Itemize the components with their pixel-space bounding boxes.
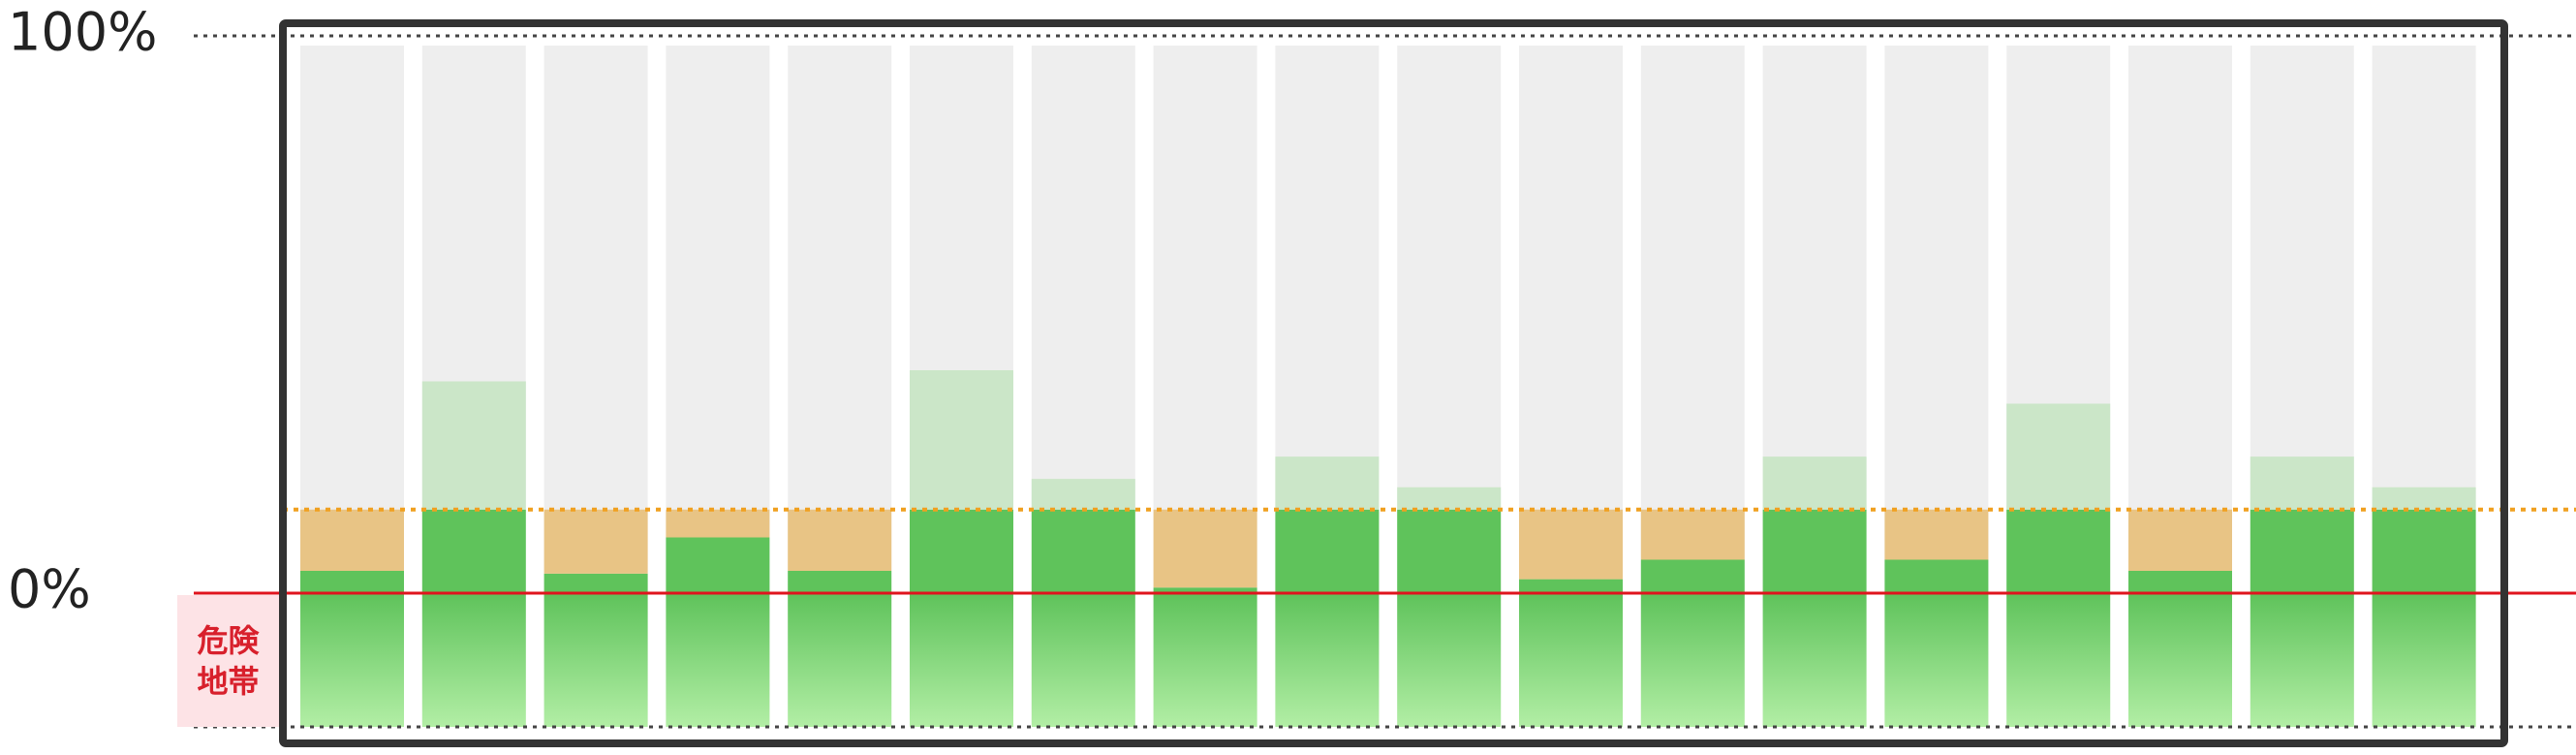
bar [910,509,1013,727]
bar-below-threshold [666,509,770,538]
bar-above-threshold [1031,479,1135,510]
bar [1762,509,1867,727]
bar [300,571,404,727]
bar [1884,559,1989,727]
bar-below-threshold [543,509,648,574]
bar-above-threshold [910,370,1013,510]
bar [2006,509,2111,727]
bar [1519,579,1623,727]
bar-below-threshold [1153,509,1257,588]
bar-above-threshold [1275,456,1380,510]
bar [2128,571,2232,727]
bar-below-threshold [1519,509,1623,580]
y-tick-label: 0% [8,559,91,620]
danger-label: 危険地帯 [197,622,260,700]
bar [2250,509,2354,727]
bar [1153,587,1257,727]
bar [2372,509,2476,727]
bar-below-threshold [1884,509,1989,560]
bar [666,537,770,727]
bar-above-threshold [2372,487,2476,510]
y-tick-label: 100% [8,2,157,63]
bar [788,571,892,727]
bar [421,509,526,727]
bar-above-threshold [2250,456,2354,510]
bar-below-threshold [788,509,892,571]
bar-below-threshold [300,509,404,571]
bar [1640,559,1745,727]
frame [279,19,2508,747]
bar [1275,509,1380,727]
danger-zone: 危険地帯 [177,595,279,727]
bar [543,573,648,727]
bar-below-threshold [2128,509,2232,571]
bar [1031,509,1135,727]
bar-above-threshold [2006,403,2111,510]
bar-below-threshold [1640,509,1745,560]
bar-above-threshold [1762,456,1867,510]
bar-above-threshold [421,381,526,510]
bar [1397,509,1502,727]
bar-above-threshold [1397,487,1502,510]
